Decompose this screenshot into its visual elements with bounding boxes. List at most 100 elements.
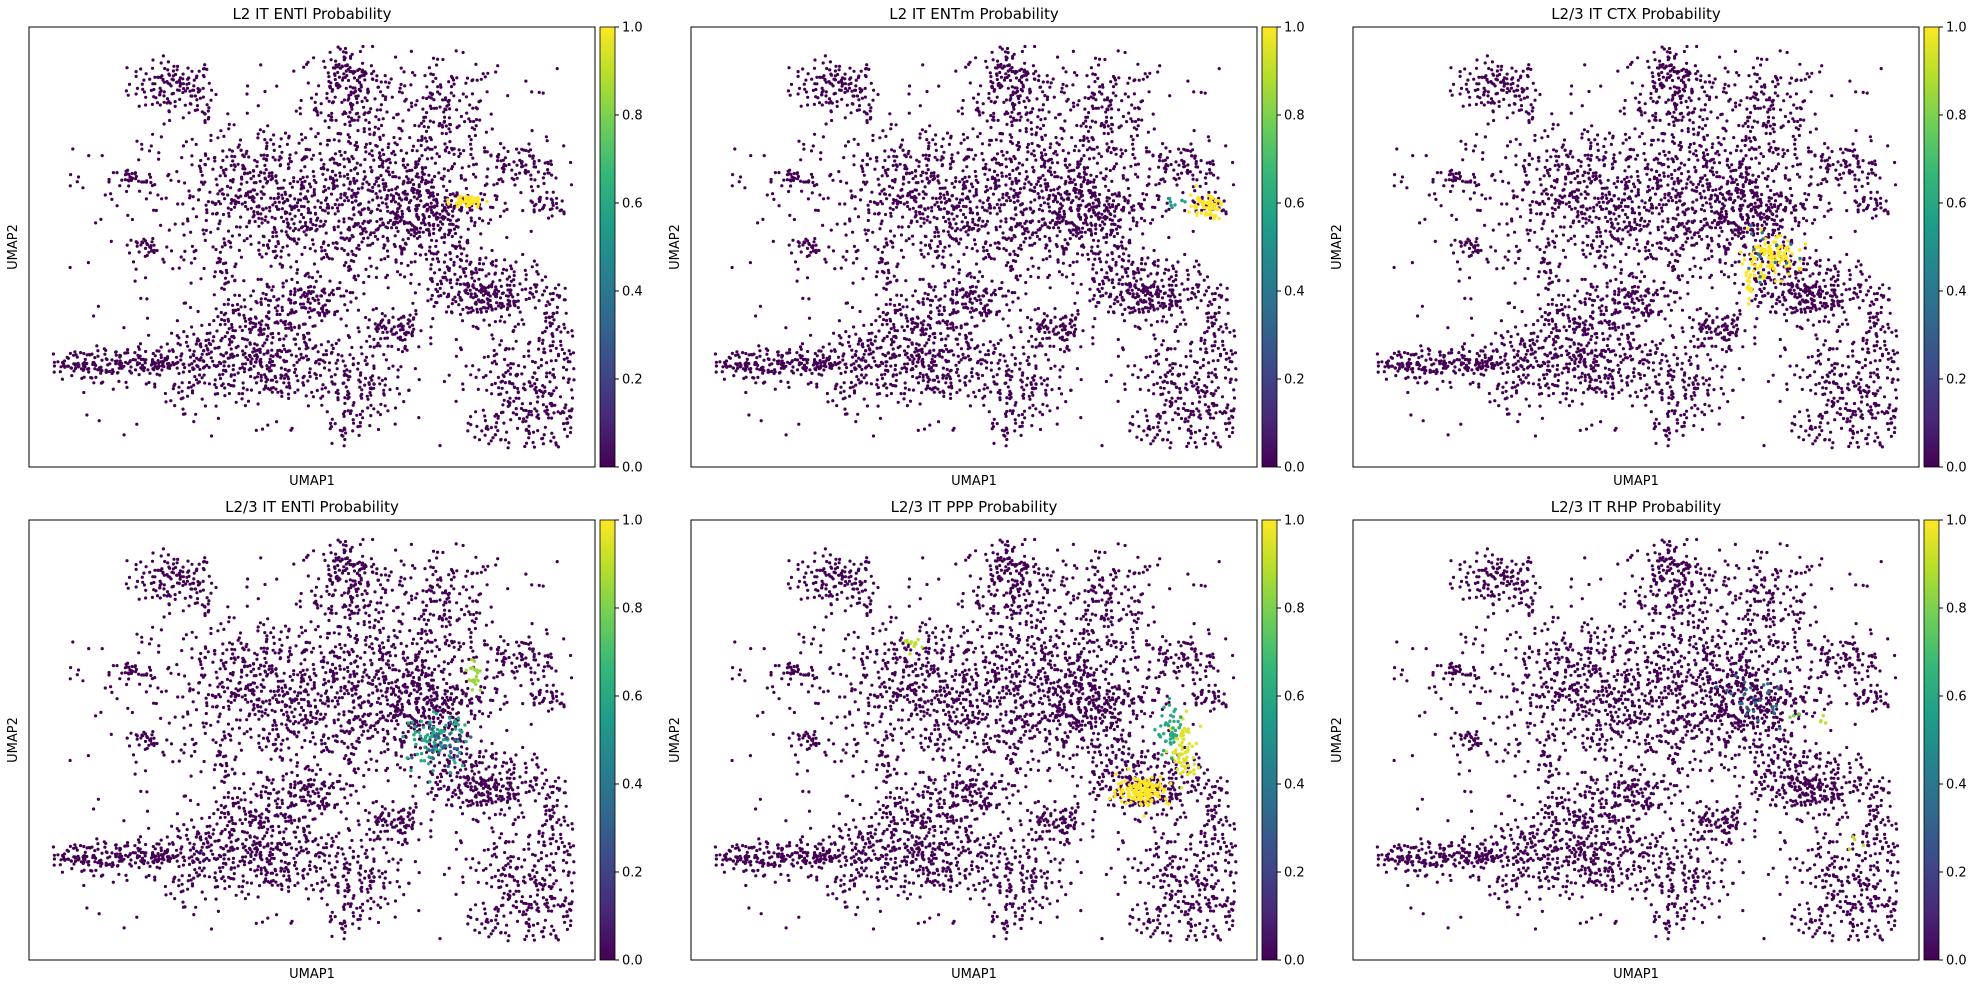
data-point [249,307,253,311]
data-point [200,110,204,114]
data-point [76,175,81,179]
data-point [323,119,327,123]
data-point [114,353,118,357]
data-point [401,191,405,195]
data-point [379,90,383,94]
data-point [290,217,294,221]
data-point [461,387,465,392]
data-point [511,411,515,415]
data-point [346,176,350,180]
data-point [491,205,495,210]
data-point [850,102,854,106]
data-point [348,120,352,124]
data-point [829,172,833,177]
data-point [324,349,328,353]
data-point [1003,50,1008,54]
data-point [415,212,419,217]
data-point [406,221,410,225]
data-point [319,396,323,400]
data-point [395,386,399,391]
data-point [425,85,429,89]
data-point [281,294,285,298]
data-point [342,294,346,298]
data-point [99,217,103,221]
data-point [919,173,923,178]
data-point [468,103,472,107]
data-point [216,315,220,319]
data-point [1083,107,1087,111]
data-point [209,356,213,360]
data-point [1085,136,1089,140]
data-point [548,292,553,296]
data-point [871,133,875,137]
data-point [475,310,479,314]
data-point [355,101,359,105]
data-point [771,239,775,243]
data-point [234,400,238,404]
data-point [327,368,331,372]
data-point [1043,133,1047,137]
data-point [347,238,351,243]
data-point [397,317,401,321]
panel-1: L2 IT ENTl ProbabilityUMAP1UMAP20.00.20.… [6,5,643,489]
data-point [433,161,437,165]
data-point [494,70,498,74]
data-point [1008,176,1012,180]
data-point [441,217,445,221]
data-point [212,275,216,279]
data-point [317,84,321,88]
data-point [192,332,196,336]
data-point [219,129,223,133]
data-point [559,208,564,212]
data-point [410,148,414,153]
data-point [232,354,236,358]
data-point [152,208,156,212]
data-point [184,340,188,344]
data-point [209,98,213,102]
data-point [1022,70,1026,74]
data-point [521,209,525,213]
data-point [895,205,899,209]
data-point [175,319,179,323]
data-point [340,203,344,207]
data-point [469,260,473,264]
data-point [489,154,493,158]
data-point [436,192,440,197]
data-point [404,196,408,200]
data-point [194,142,198,146]
data-point [344,373,349,377]
data-point [416,138,420,143]
data-point [1196,165,1200,169]
data-point [330,441,334,445]
data-point [156,75,160,79]
data-point [165,245,169,249]
data-point [505,307,509,311]
data-point [1182,160,1186,164]
data-point [569,426,573,430]
data-point [326,243,331,247]
data-point [195,356,199,360]
data-point [472,119,476,124]
data-point [458,265,462,269]
data-point [85,413,89,417]
data-point [429,138,433,142]
data-point [368,424,372,428]
data-point [449,278,453,282]
data-point [177,391,181,395]
data-point [394,258,398,262]
data-point [1071,49,1075,54]
data-point [439,176,443,180]
data-point [181,412,186,416]
data-point [318,205,322,209]
data-point [1055,153,1059,157]
data-point [396,375,400,379]
data-point [210,200,214,204]
data-point [888,229,893,233]
data-point [517,364,521,368]
data-point [231,363,236,367]
data-point [367,110,372,114]
data-point [997,247,1001,251]
data-point [355,246,359,250]
data-point-highlight [467,203,472,208]
data-point [872,88,876,92]
